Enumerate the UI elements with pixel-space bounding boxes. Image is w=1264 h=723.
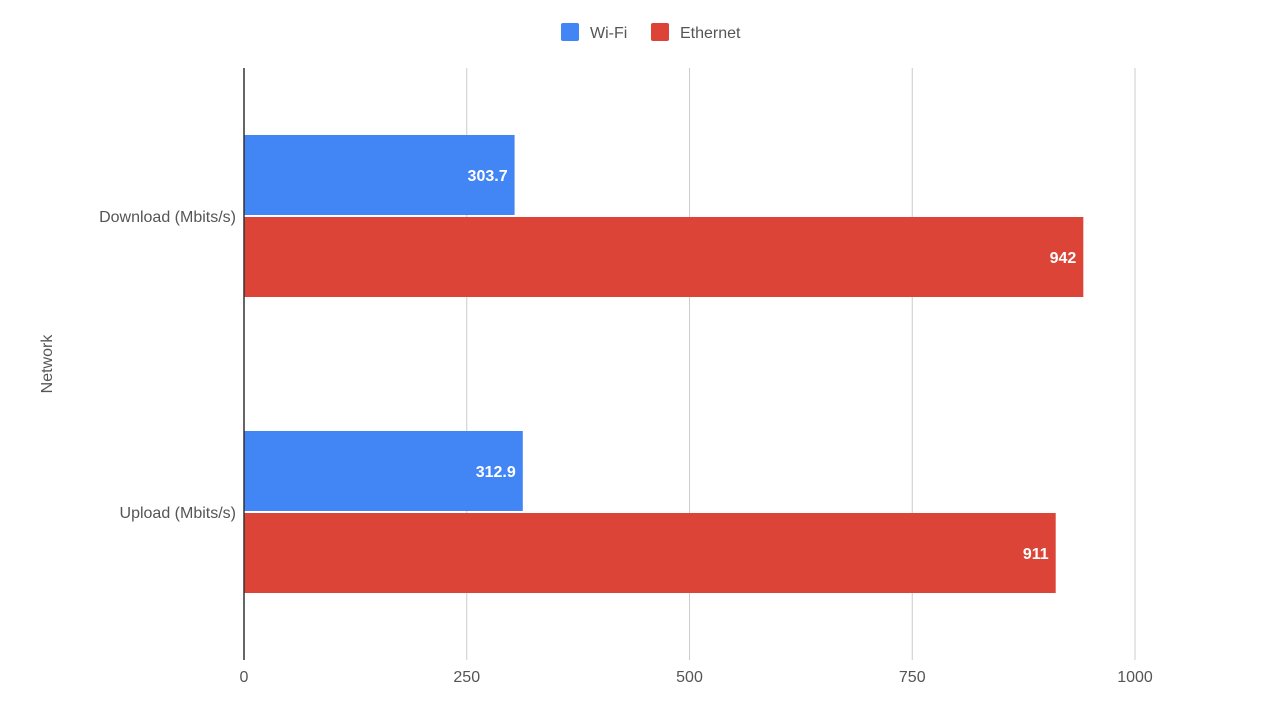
x-tick-label-250: 250 [453, 669, 480, 686]
x-axis-ticks: 0 250 500 750 1000 [240, 669, 1153, 686]
x-tick-label-0: 0 [240, 669, 249, 686]
category-labels: Download (Mbits/s) Upload (Mbits/s) [99, 209, 236, 522]
legend-label-wi-fi: Wi-Fi [590, 25, 627, 42]
x-tick-label-1000: 1000 [1117, 669, 1153, 686]
category-label-1: Upload (Mbits/s) [120, 505, 236, 522]
bar-ethernet-0 [244, 217, 1084, 297]
legend: Wi-Fi Ethernet [561, 23, 741, 42]
legend-swatch-ethernet [651, 23, 669, 41]
bar-wi-fi-0 [244, 135, 515, 215]
y-axis-title: Network [39, 334, 56, 394]
bar-wi-fi-1 [244, 431, 523, 511]
x-tick-label-750: 750 [899, 669, 926, 686]
bar-ethernet-1 [244, 513, 1056, 593]
data-label-wi-fi-0: 303.7 [468, 168, 508, 185]
legend-label-ethernet: Ethernet [680, 25, 741, 42]
x-tick-label-500: 500 [676, 669, 703, 686]
data-label-ethernet-0: 942 [1050, 250, 1077, 267]
data-label-wi-fi-1: 312.9 [476, 464, 516, 481]
data-label-ethernet-1: 911 [1023, 546, 1049, 563]
legend-swatch-wi-fi [561, 23, 579, 41]
category-label-0: Download (Mbits/s) [99, 209, 236, 226]
bars: 303.7 942 312.9 911 [244, 135, 1084, 593]
